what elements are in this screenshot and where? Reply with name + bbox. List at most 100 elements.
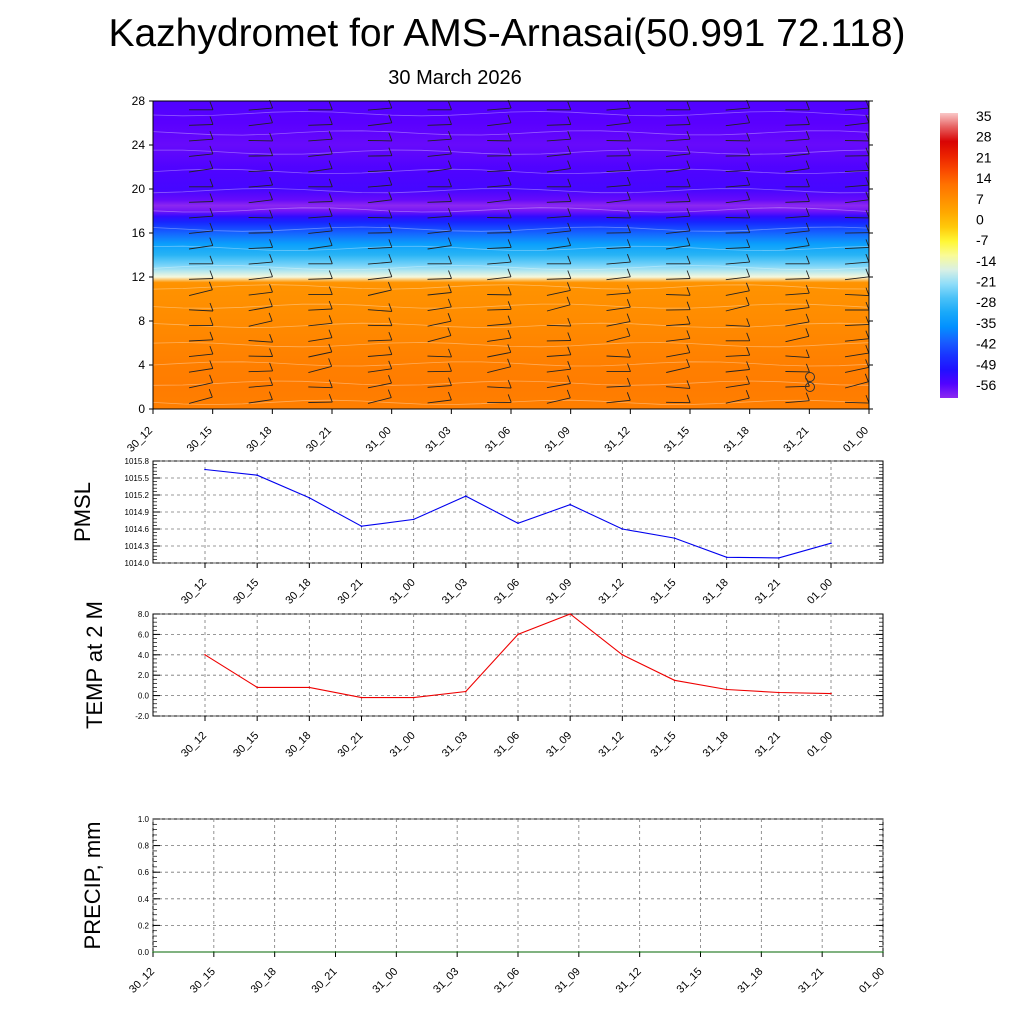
- wind-barb: [487, 366, 511, 374]
- wind-barb: [725, 261, 750, 265]
- wind-barb-flag: [686, 287, 691, 296]
- wind-barb-flag: [447, 298, 452, 308]
- wind-barb: [367, 397, 392, 404]
- wind-barb: [546, 289, 571, 296]
- wind-barb-flag: [805, 131, 810, 140]
- wind-barb: [785, 138, 810, 142]
- isotherm-contour: [152, 265, 870, 271]
- wind-barb-flag: [805, 101, 810, 110]
- wind-barb: [189, 382, 213, 389]
- data-point: [821, 951, 823, 953]
- wind-barb-flag: [805, 299, 810, 308]
- wind-barb: [248, 276, 273, 281]
- wind-barb-flag: [328, 237, 333, 246]
- x-tick-label: 31_21: [753, 577, 783, 607]
- wind-barb-flag: [686, 237, 691, 246]
- wind-barb: [546, 138, 571, 142]
- data-point: [517, 633, 519, 636]
- wind-barb-flag: [567, 116, 572, 125]
- wind-barb-flag: [746, 268, 751, 277]
- wind-barb-flag: [805, 363, 810, 373]
- data-point: [578, 951, 580, 953]
- wind-barb: [248, 184, 273, 188]
- wind-barb: [725, 199, 750, 204]
- wind-barb: [666, 323, 691, 327]
- wind-barb-flag: [447, 145, 452, 155]
- wind-barb: [367, 354, 392, 357]
- wind-barb: [188, 396, 213, 404]
- wind-barb-flag: [746, 361, 751, 370]
- wind-barb-flag: [269, 132, 274, 142]
- wind-barb: [606, 122, 631, 127]
- wind-barb-flag: [447, 327, 452, 336]
- wind-barb: [606, 292, 631, 296]
- wind-barb: [367, 184, 392, 188]
- wind-barb-flag: [745, 282, 750, 291]
- wind-barb: [725, 184, 750, 188]
- wind-barb-flag: [567, 361, 572, 370]
- wind-barb-flag: [388, 375, 392, 384]
- x-tick-label: 31_15: [662, 425, 692, 455]
- wind-barb-flag: [388, 191, 393, 200]
- data-point: [517, 522, 519, 525]
- wind-barb: [367, 107, 392, 111]
- wind-barb-flag: [626, 253, 631, 263]
- wind-barb-flag: [805, 378, 810, 387]
- wind-barb: [308, 337, 333, 342]
- wind-barb: [308, 245, 333, 250]
- wind-barb: [785, 278, 810, 280]
- wind-barb-flag: [269, 268, 273, 277]
- wind-barb-flag: [328, 329, 333, 338]
- x-tick-label: 30_15: [231, 730, 261, 760]
- wind-barb-flag: [626, 392, 631, 401]
- wind-barb-flag: [388, 317, 393, 326]
- wind-barb-flag: [328, 315, 333, 324]
- wind-barb-flag: [805, 328, 810, 337]
- wind-barb: [427, 335, 452, 343]
- wind-barb: [725, 324, 750, 327]
- wind-barb-flag: [507, 132, 512, 142]
- x-tick-label: 31_06: [492, 730, 522, 760]
- y-tick-label: 16: [132, 226, 146, 240]
- x-tick-label: 31_18: [701, 730, 731, 760]
- wind-barb: [308, 278, 333, 280]
- wind-barb: [785, 245, 810, 250]
- wind-barb-flag: [746, 176, 751, 186]
- wind-barb-flag: [805, 392, 810, 401]
- data-point: [760, 951, 763, 953]
- wind-barb: [725, 397, 750, 404]
- wind-barb-flag: [269, 239, 274, 248]
- wind-barb-flag: [209, 178, 214, 187]
- x-tick-label: 30_12: [179, 730, 209, 760]
- wind-barb-flag: [746, 332, 751, 341]
- x-tick-label: 01_00: [841, 425, 871, 455]
- wind-barb: [546, 354, 571, 357]
- wind-barb: [367, 339, 392, 342]
- wind-barb: [666, 138, 691, 142]
- x-tick-label: 30_12: [125, 425, 155, 455]
- x-tick-label: 31_12: [614, 966, 644, 996]
- wind-barb-flag: [567, 237, 572, 246]
- wind-barb: [248, 340, 273, 343]
- x-tick-label: 30_12: [179, 577, 209, 607]
- wind-barb-flag: [805, 193, 810, 202]
- wind-barb-flag: [805, 255, 810, 264]
- wind-barb: [606, 321, 631, 327]
- wind-barb-flag: [328, 379, 333, 388]
- wind-barb-flag: [626, 191, 631, 200]
- wind-barb-flag: [269, 377, 274, 386]
- wind-barb-flag: [388, 132, 393, 142]
- wind-barb-flag: [507, 268, 512, 277]
- data-point: [360, 525, 363, 527]
- wind-barb-flag: [567, 346, 572, 355]
- wind-barb: [308, 168, 333, 173]
- wind-barb: [606, 355, 631, 358]
- wind-barb: [487, 308, 512, 311]
- wind-barb-flag: [268, 312, 273, 322]
- wind-barb-flag: [328, 300, 333, 310]
- wind-barb: [308, 215, 333, 219]
- data-point: [204, 468, 206, 471]
- wind-barb-flag: [746, 239, 751, 248]
- wind-barb: [308, 308, 333, 311]
- wind-barb-flag: [627, 224, 631, 233]
